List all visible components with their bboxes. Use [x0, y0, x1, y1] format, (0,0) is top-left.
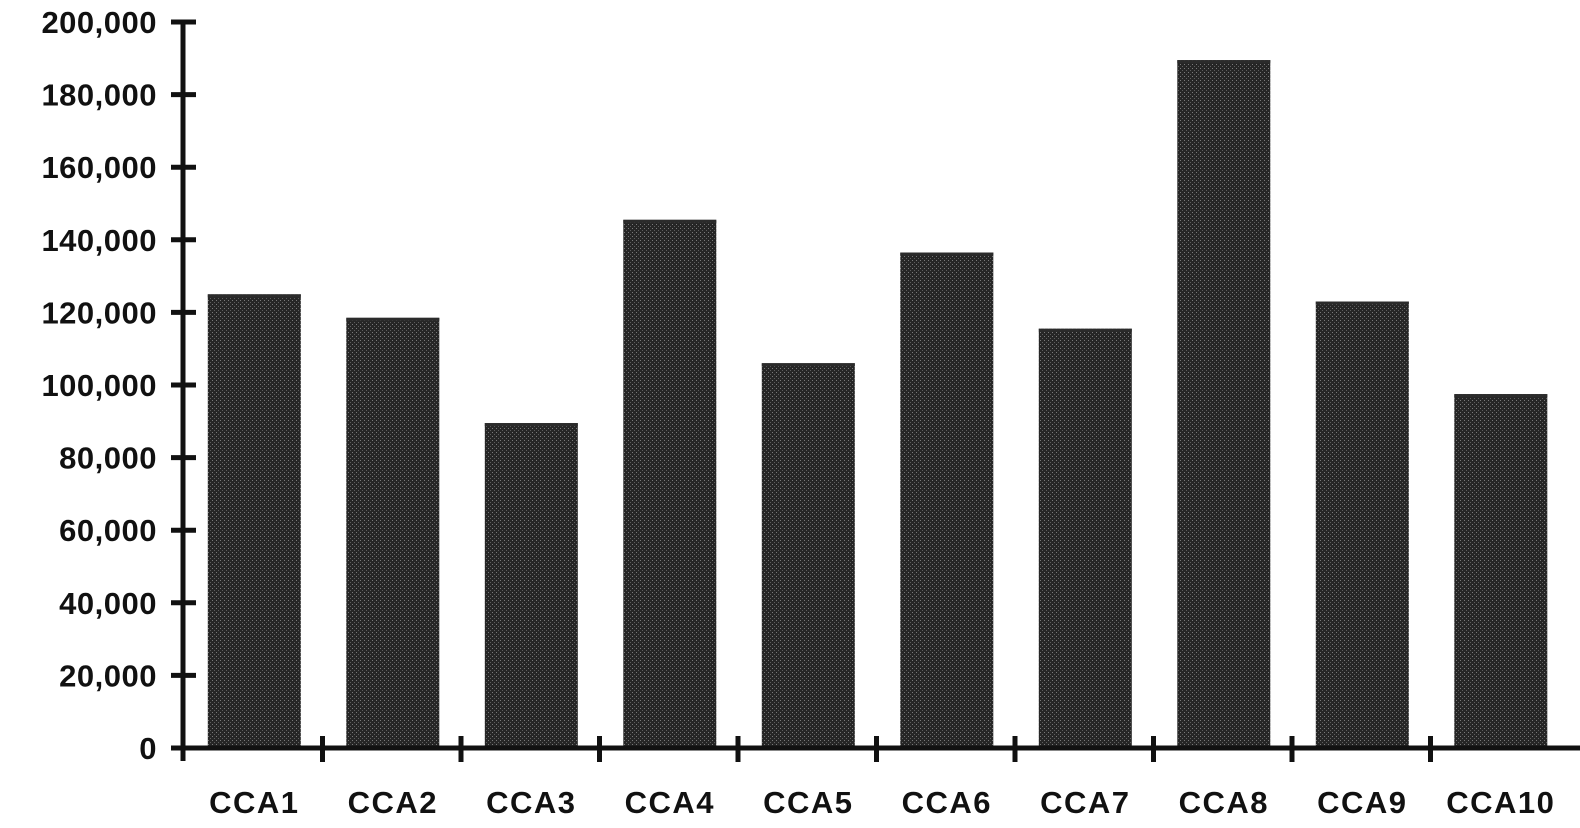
x-tick-label: CCA7: [1040, 785, 1130, 820]
y-tick-label: 40,000: [59, 586, 157, 621]
y-tick-label: 0: [139, 731, 157, 766]
y-tick-label: 180,000: [41, 78, 157, 113]
y-tick-label: 160,000: [41, 150, 157, 185]
bar-top-edge: [484, 423, 578, 427]
bar-cca6: [900, 252, 994, 748]
bar-cca8: [1177, 60, 1271, 749]
bar-cca4: [623, 219, 717, 749]
bar-top-edge: [1177, 60, 1271, 64]
bar-top-edge: [761, 363, 855, 367]
bar-top-edge: [623, 219, 717, 223]
y-tick-label: 120,000: [41, 295, 157, 330]
x-tick-label: CCA3: [486, 785, 576, 820]
bars: [207, 60, 1548, 749]
x-tick-label: CCA2: [348, 785, 438, 820]
y-tick-label: 140,000: [41, 223, 157, 258]
y-tick-label: 20,000: [59, 658, 157, 693]
y-tick-label: 60,000: [59, 513, 157, 548]
bar-cca3: [484, 423, 578, 748]
bar-cca5: [761, 363, 855, 748]
x-tick-label: CCA6: [902, 785, 992, 820]
bar-top-edge: [1315, 301, 1409, 305]
bar-cca7: [1038, 328, 1132, 748]
y-tick-label: 100,000: [41, 368, 157, 403]
x-tick-label: CCA5: [763, 785, 853, 820]
bar-top-edge: [900, 252, 994, 256]
y-tick-labels: 0 20,000 40,000 60,000 80,000 100,000 120,000 1…: [41, 5, 157, 766]
x-tick-label: CCA8: [1179, 785, 1269, 820]
bar-cca2: [346, 317, 440, 748]
bar-top-edge: [1454, 394, 1548, 398]
x-tick-label: CCA1: [209, 785, 299, 820]
y-tick-label: 80,000: [59, 441, 157, 476]
bar-cca10: [1454, 394, 1548, 748]
bar-top-edge: [1038, 328, 1132, 332]
tick-marks: [171, 19, 1433, 762]
x-tick-label: CCA10: [1446, 785, 1555, 820]
bar-top-edge: [346, 317, 440, 321]
bar-cca9: [1315, 301, 1409, 748]
bar-cca1: [207, 294, 301, 749]
y-tick-label: 200,000: [41, 5, 157, 40]
bar-top-edge: [207, 294, 301, 298]
x-tick-label: CCA4: [625, 785, 715, 820]
x-tick-label: CCA9: [1317, 785, 1407, 820]
x-category-labels: CCA1 CCA2 CCA3 CCA4 CCA5 CCA6 CCA7 CCA8 CCA9 CCA1…: [209, 785, 1555, 820]
